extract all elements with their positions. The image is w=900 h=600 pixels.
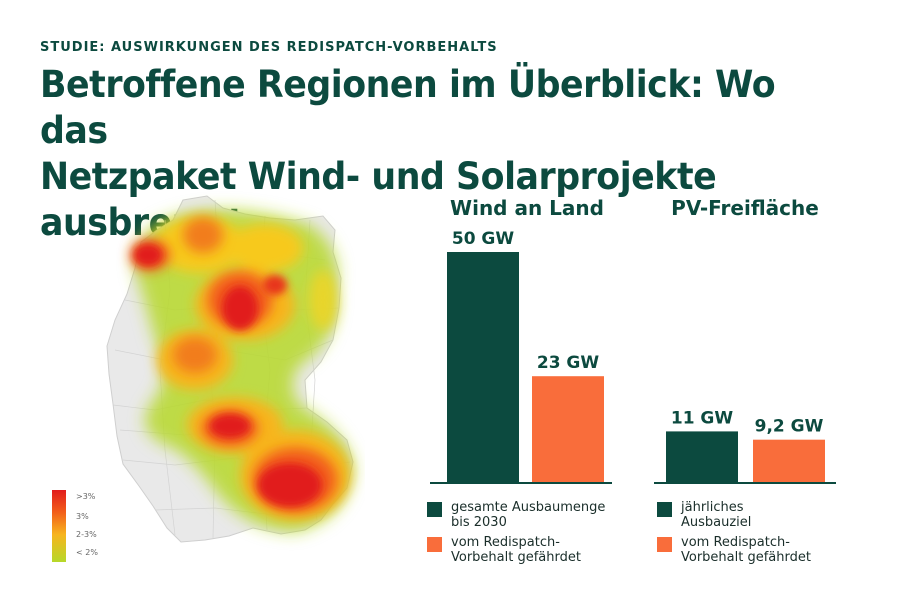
chart-title-pv: PV-Freifläche — [671, 196, 819, 220]
heat-red-layer — [134, 244, 322, 507]
value-label-wind-total: 50 GW — [452, 229, 515, 249]
legend-swatch-dark — [427, 502, 442, 517]
chart-title-wind: Wind an Land — [450, 196, 604, 220]
bar-charts: Wind an Land 50 GW 23 GW PV-Freifläche 1… — [430, 196, 836, 484]
legend-text: Vorbehalt gefährdet — [681, 550, 811, 565]
legend-text: Vorbehalt gefährdet — [451, 550, 581, 565]
legend-text: vom Redispatch- — [681, 535, 790, 550]
germany-heatmap — [106, 195, 354, 543]
legend-text: bis 2030 — [451, 515, 507, 530]
value-label-pv-target: 11 GW — [671, 408, 734, 428]
bar-pv-endangered — [753, 439, 825, 482]
value-label-pv-endangered: 9,2 GW — [755, 417, 824, 437]
bar-wind-endangered — [532, 376, 604, 482]
legend-text: jährliches — [681, 500, 744, 515]
legend-swatch-orange — [657, 537, 672, 552]
value-label-wind-endangered: 23 GW — [537, 353, 600, 373]
legend-text: Ausbauziel — [681, 515, 752, 530]
bar-pv-target — [666, 431, 738, 482]
scale-label-high: >3% — [76, 492, 96, 501]
title-line-1: Betroffene Regionen im Überblick: Wo das — [40, 63, 776, 152]
scale-label-mid: 3% — [76, 512, 89, 521]
heat-scale-bar — [52, 490, 66, 562]
bar-wind-total — [447, 252, 519, 482]
chart-pv: PV-Freifläche 11 GW 9,2 GW — [654, 196, 836, 484]
scale-label-low: 2-3% — [76, 530, 97, 539]
kicker-label: STUDIE: AUSWIRKUNGEN DES REDISPATCH-VORB… — [40, 40, 498, 55]
legend-swatch-orange — [427, 537, 442, 552]
scale-label-lowest: < 2% — [76, 548, 98, 557]
legend-text: gesamte Ausbaumenge — [451, 500, 606, 515]
legend-text: vom Redispatch- — [451, 535, 560, 550]
chart-wind: Wind an Land 50 GW 23 GW — [430, 196, 612, 484]
legend-swatch-dark — [657, 502, 672, 517]
